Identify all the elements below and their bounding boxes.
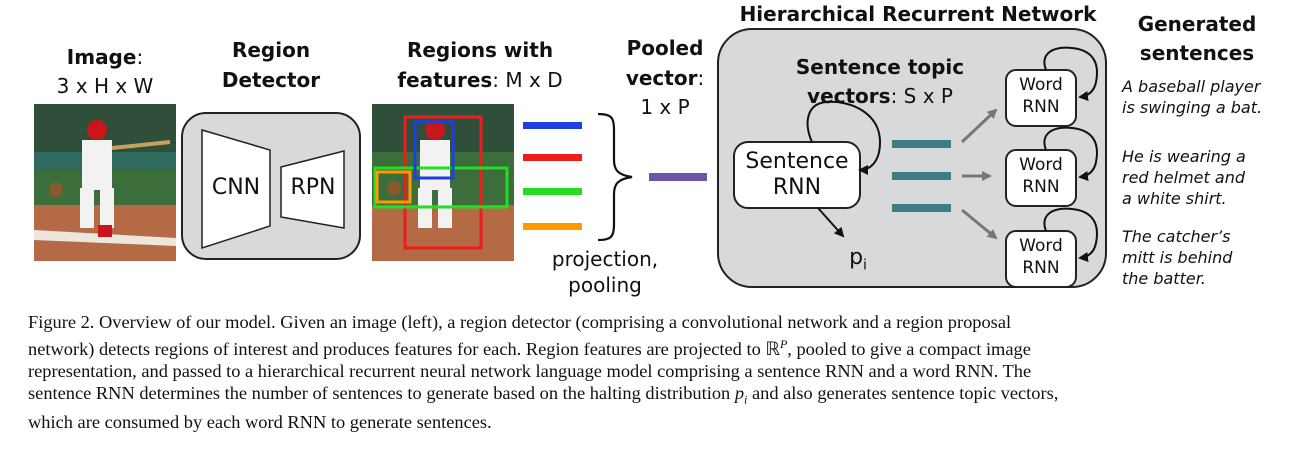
- region-box-red: [403, 115, 483, 250]
- word-rnn-recurrence-arrow-3: [1043, 207, 1098, 262]
- image-title-colon: :: [136, 45, 144, 69]
- caption-line-4: sentence RNN determines the number of se…: [28, 382, 1268, 411]
- image-dims: 3 x H x W: [56, 74, 154, 98]
- regions-title-line2: features: M x D: [370, 68, 590, 92]
- topic-title-line2: vectors: S x P: [760, 84, 1000, 108]
- caption-reals-exponent: P: [779, 337, 788, 351]
- halting-label: pi: [838, 246, 878, 277]
- topic-bar-1: [892, 140, 951, 148]
- projection-label-line1: projection,: [551, 247, 659, 271]
- caption-line-1: Figure 2. Overview of our model. Given a…: [28, 312, 1012, 332]
- word-rnn-box-2: [1005, 149, 1077, 207]
- caption-reals-symbol: ℝ: [765, 339, 780, 360]
- figure-caption: Figure 2. Overview of our model. Given a…: [28, 311, 1268, 433]
- detector-title-line1: Region: [231, 38, 311, 62]
- word-rnn-recurrence-arrow-2: [1043, 126, 1098, 181]
- topic-dims: : S x P: [890, 84, 953, 108]
- generated-sentence-2: He is wearing a red helmet and a white s…: [1122, 146, 1282, 209]
- generated-sentence-2-line3: a white shirt.: [1122, 189, 1227, 208]
- word-rnn-label-2-line2: RNN: [1022, 177, 1060, 197]
- input-image: [34, 104, 176, 261]
- caption-line-5: which are consumed by each word RNN to g…: [28, 411, 492, 432]
- rpn-label: RPN: [290, 175, 336, 200]
- generated-sentence-3-line2: mitt is behind: [1122, 248, 1233, 267]
- cnn-label: CNN: [211, 175, 261, 200]
- generated-sentence-3-line1: The catcher’s: [1122, 227, 1231, 246]
- pooled-vector-bar: [649, 173, 707, 181]
- sentence-rnn-label-line2: RNN: [772, 175, 822, 200]
- topic-bar-3: [892, 204, 951, 212]
- word-rnn-label-3-line2: RNN: [1022, 258, 1060, 278]
- topic-arrow-1: [960, 108, 998, 144]
- pooling-brace: [597, 112, 633, 242]
- caption-line-3: representation, and passed to a hierarch…: [28, 361, 1032, 382]
- word-rnn-box-1: [1005, 69, 1077, 127]
- word-rnn-label-3-line1: Word: [1019, 236, 1063, 256]
- region-box-green: [373, 166, 509, 209]
- caption-line-4-post: and also generates sentence topic vector…: [747, 383, 1059, 404]
- image-title: Image:: [20, 45, 190, 69]
- feature-bar-red: [523, 154, 582, 161]
- region-detector-box: [181, 112, 361, 260]
- rpn-trapezoid: [280, 150, 345, 229]
- topic-title-line1: Sentence topic: [795, 55, 965, 79]
- generated-sentence-1-line2: is swinging a bat.: [1122, 98, 1263, 117]
- regions-features-text: features: [397, 68, 493, 92]
- generated-sentence-1: A baseball player is swinging a bat.: [1122, 76, 1282, 118]
- word-rnn-label-1-line2: RNN: [1022, 97, 1060, 117]
- word-rnn-recurrence-arrow-1: [1043, 46, 1098, 101]
- sentence-rnn-box: [733, 141, 861, 209]
- regions-image: [372, 104, 514, 261]
- topic-arrow-3: [961, 208, 998, 240]
- generated-sentence-2-line2: red helmet and: [1122, 168, 1245, 187]
- halting-subscript: i: [863, 257, 867, 274]
- region-box-blue: [413, 120, 455, 180]
- model-diagram: Image: 3 x H x W Region Detector CNN RPN…: [20, 2, 1282, 297]
- pooled-dims: 1 x P: [640, 95, 690, 119]
- cnn-trapezoid: [201, 128, 271, 250]
- generated-sentence-2-line1: He is wearing a: [1122, 147, 1246, 166]
- generated-sentence-3-line3: the batter.: [1122, 269, 1206, 288]
- pooled-vector-text: vector: [625, 66, 698, 90]
- caption-halting-subscript: i: [744, 392, 748, 407]
- generated-sentence-3: The catcher’s mitt is behind the batter.: [1122, 226, 1282, 289]
- image-title-text: Image: [66, 45, 137, 69]
- pooled-colon: :: [697, 66, 705, 90]
- word-rnn-box-3: [1005, 230, 1077, 288]
- projection-label-line2: pooling: [568, 273, 642, 297]
- halting-arrow: [817, 207, 845, 238]
- feature-bar-orange: [523, 223, 582, 230]
- word-rnn-label-1-line1: Word: [1019, 75, 1063, 95]
- feature-bars: [523, 122, 582, 230]
- feature-bar-blue: [523, 122, 582, 129]
- sentence-rnn-recurrence-arrow: [806, 100, 882, 175]
- pooled-title-line2: vector:: [610, 66, 720, 90]
- detector-title-line2: Detector: [221, 68, 321, 92]
- generated-title-line1: Generated: [1137, 12, 1257, 36]
- topic-vectors-text: vectors: [807, 84, 891, 108]
- topic-bar-2: [892, 172, 951, 180]
- caption-line-2-post: , pooled to give a compact image: [787, 339, 1031, 360]
- region-box-orange: [375, 170, 412, 204]
- caption-line-2-pre: network) detects regions of interest and…: [28, 339, 766, 360]
- pooled-title-line1: Pooled: [626, 36, 704, 60]
- caption-halting-p: p: [734, 383, 745, 404]
- sentence-rnn-label-line1: Sentence: [745, 149, 849, 174]
- hrn-title: Hierarchical Recurrent Network: [739, 2, 1097, 26]
- diagram-graphics: [34, 28, 1107, 288]
- regions-dims: : M x D: [492, 68, 563, 92]
- regions-title-line1: Regions with: [406, 38, 554, 62]
- caption-line-2: network) detects regions of interest and…: [28, 333, 1268, 360]
- word-rnn-label-2-line1: Word: [1019, 155, 1063, 175]
- caption-line-4-pre: sentence RNN determines the number of se…: [28, 383, 735, 404]
- generated-sentence-1-line1: A baseball player: [1122, 77, 1261, 96]
- halting-p: p: [849, 245, 864, 270]
- feature-bar-green: [523, 188, 582, 195]
- generated-title-line2: sentences: [1139, 41, 1255, 65]
